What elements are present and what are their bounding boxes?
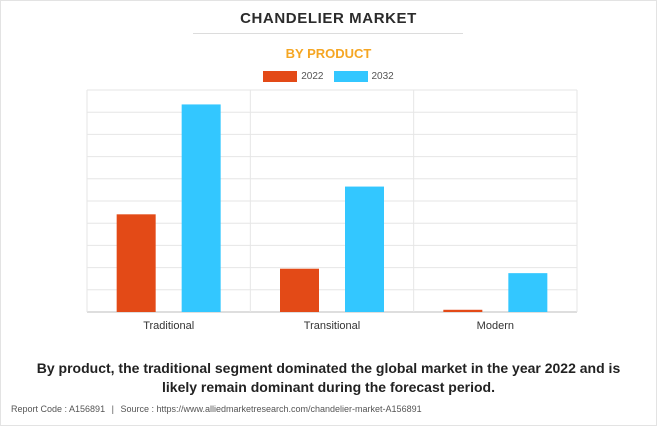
legend-label-2032: 2032 <box>371 71 394 82</box>
x-tick-label-transitional: Transitional <box>304 320 360 332</box>
bar-traditional-2022 <box>116 214 156 312</box>
chart-subtitle: BY PRODUCT <box>285 46 372 61</box>
legend-label-2022: 2022 <box>301 71 324 82</box>
footer-separator: | <box>111 404 114 414</box>
bar-traditional-2032 <box>181 104 221 313</box>
legend-item-2022: 2022 <box>263 71 324 82</box>
bars <box>116 104 548 313</box>
chart-title: CHANDELIER MARKET <box>240 10 417 27</box>
source-text: Source : https://www.alliedmarketresearc… <box>120 404 422 414</box>
bar-transitional-2022 <box>280 268 319 312</box>
x-axis-labels: Traditional Transitional Modern <box>143 320 514 332</box>
bar-modern-2022 <box>443 309 483 312</box>
report-code: Report Code : A156891 <box>11 404 106 414</box>
legend-swatch-2032 <box>333 71 368 82</box>
x-tick-label-traditional: Traditional <box>143 320 194 332</box>
gridlines <box>86 89 578 313</box>
x-tick-label-modern: Modern <box>477 320 514 332</box>
title-divider <box>193 33 463 34</box>
chart-caption: By product, the traditional segment domi… <box>36 360 621 395</box>
legend-item-2032: 2032 <box>333 71 394 82</box>
legend: 2022 2032 <box>0 71 657 82</box>
bar-transitional-2032 <box>345 186 384 312</box>
bar-modern-2032 <box>508 273 548 312</box>
legend-swatch-2022 <box>263 71 298 82</box>
footer: Report Code : A156891 | Source : https:/… <box>11 404 422 414</box>
